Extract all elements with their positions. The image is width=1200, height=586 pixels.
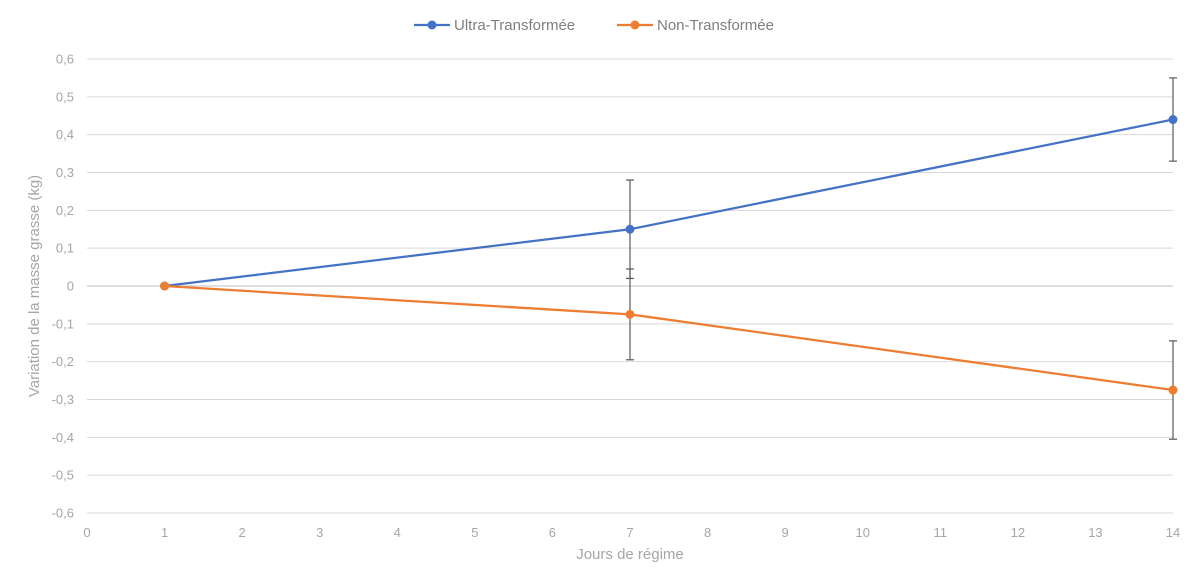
y-tick-label: 0,3 <box>56 165 74 180</box>
x-tick-label: 2 <box>239 525 246 540</box>
x-tick-label: 7 <box>626 525 633 540</box>
x-tick-label: 8 <box>704 525 711 540</box>
legend-marker <box>427 20 437 30</box>
y-tick-label: -0,4 <box>52 430 74 445</box>
y-tick-label: -0,5 <box>52 468 74 483</box>
y-tick-label: 0,4 <box>56 127 74 142</box>
x-tick-label: 10 <box>855 525 869 540</box>
x-tick-label: 12 <box>1011 525 1025 540</box>
series-line <box>164 118 1174 288</box>
y-tick-label: -0,2 <box>52 354 74 369</box>
x-tick-label: 0 <box>83 525 90 540</box>
legend-marker <box>630 20 640 30</box>
y-axis-tick-labels: 0,6 0,5 0,4 0,3 0,2 0,1 0 -0,1 -0,2 -0,3 -0,4 -0,5 -… <box>52 52 74 521</box>
x-axis-title: Jours de régime <box>576 546 684 563</box>
error-bars <box>626 77 1177 440</box>
legend: Ultra-Transformée Non-Transformée <box>414 17 774 34</box>
series-lines <box>160 115 1178 395</box>
y-tick-label: -0,6 <box>52 506 74 521</box>
x-tick-label: 14 <box>1166 525 1180 540</box>
data-point <box>1168 115 1178 125</box>
x-tick-label: 1 <box>161 525 168 540</box>
y-tick-label: -0,1 <box>52 316 74 331</box>
legend-label: Ultra-Transformée <box>454 17 575 34</box>
data-point <box>625 309 635 319</box>
data-point <box>1168 385 1178 395</box>
legend-label: Non-Transformée <box>657 17 774 34</box>
data-point <box>160 281 170 291</box>
x-tick-label: 5 <box>471 525 478 540</box>
x-tick-label: 6 <box>549 525 556 540</box>
data-point <box>625 224 635 234</box>
x-tick-label: 4 <box>394 525 401 540</box>
y-tick-label: 0,1 <box>56 241 74 256</box>
x-axis-tick-labels: 0 1 2 3 4 5 6 7 8 9 10 11 12 13 14 <box>83 525 1180 540</box>
y-tick-label: 0 <box>67 279 74 294</box>
y-tick-label: 0,5 <box>56 89 74 104</box>
series-line <box>164 284 1174 392</box>
y-tick-label: 0,6 <box>56 52 74 67</box>
y-axis-title: Variation de la masse grasse (kg) <box>26 175 43 397</box>
y-tick-label: 0,2 <box>56 203 74 218</box>
x-tick-label: 3 <box>316 525 323 540</box>
x-tick-label: 13 <box>1088 525 1102 540</box>
y-tick-label: -0,3 <box>52 392 74 407</box>
x-tick-label: 11 <box>934 525 948 540</box>
x-tick-label: 9 <box>782 525 789 540</box>
